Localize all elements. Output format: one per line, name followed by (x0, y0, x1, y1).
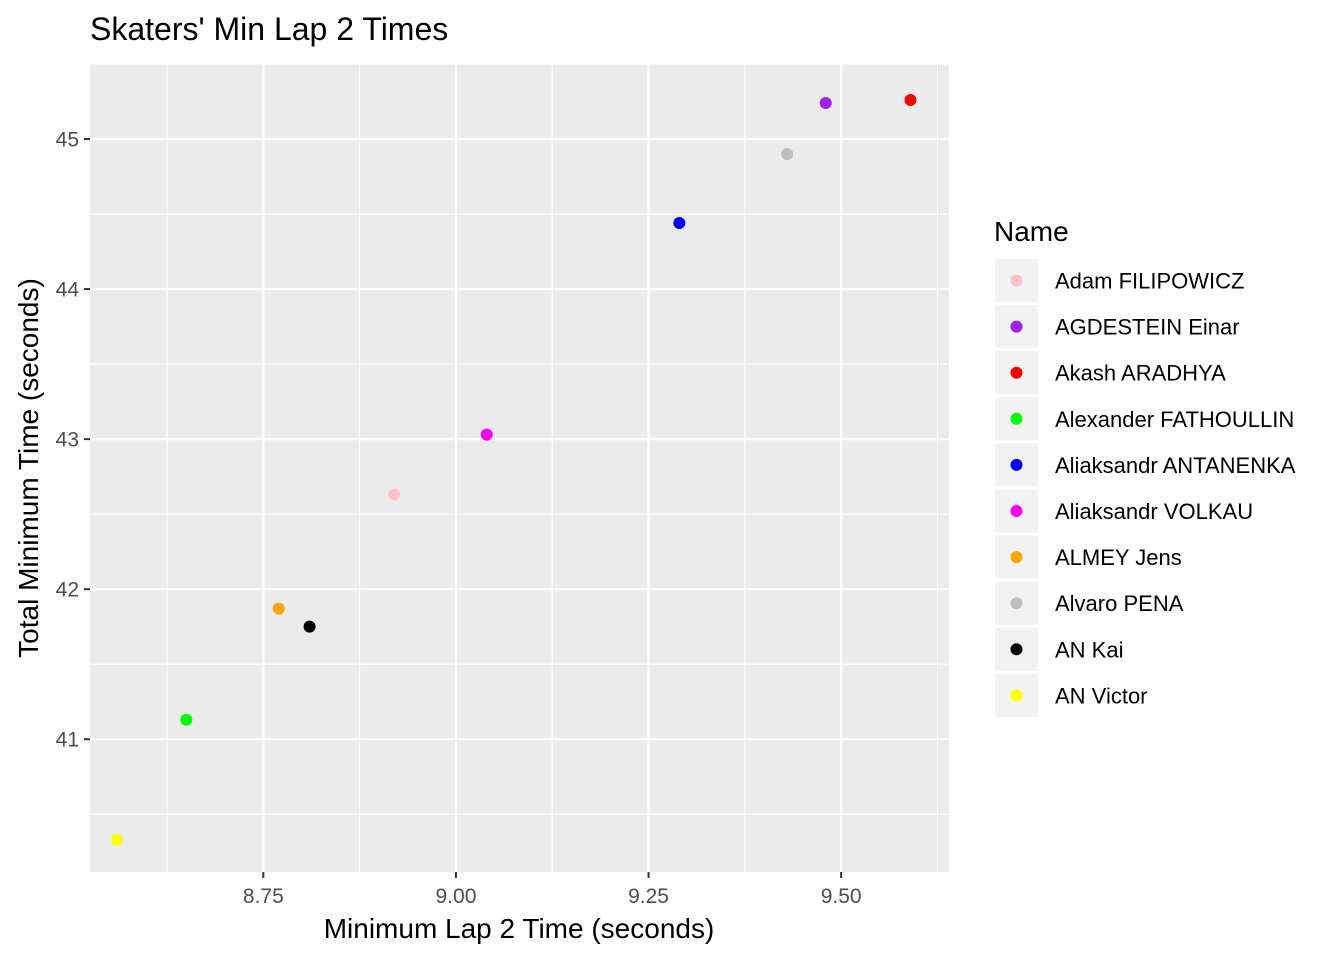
legend-marker (1010, 320, 1023, 333)
data-point-an-victor (110, 833, 123, 846)
y-tick-label: 43 (56, 429, 79, 452)
legend-label: Aliaksandr VOLKAU (1055, 499, 1253, 524)
legend-item-aliaksandr-antanenka: Aliaksandr ANTANENKA (995, 443, 1296, 487)
x-axis-label: Minimum Lap 2 Time (seconds) (324, 913, 715, 944)
x-tick-label: 9.00 (436, 885, 477, 908)
grid-layer (90, 63, 949, 872)
y-tick-label: 42 (56, 579, 79, 602)
data-point-aliaksandr-antanenka (673, 217, 686, 230)
y-axis-label: Total Minimum Time (seconds) (13, 278, 44, 658)
legend-marker (1010, 458, 1023, 471)
chart-title: Skaters' Min Lap 2 Times (90, 11, 448, 47)
legend-label: AN Victor (1055, 683, 1148, 708)
data-point-akash-aradhya (904, 94, 917, 107)
legend-item-an-kai: AN Kai (995, 627, 1123, 671)
legend-marker (1010, 643, 1023, 656)
legend-item-alexander-fathoullin: Alexander FATHOULLIN (995, 397, 1294, 441)
legend-items: Adam FILIPOWICZ AGDESTEIN Einar Akash ARAD… (995, 259, 1296, 717)
data-point-alvaro-pena (781, 148, 794, 161)
data-point-an-kai (303, 620, 316, 633)
legend: Name Adam FILIPOWICZ AGDESTEIN Einar Akash… (994, 216, 1296, 717)
legend-item-adam-filipowicz: Adam FILIPOWICZ (995, 259, 1244, 302)
legend-marker (1010, 366, 1023, 379)
plot-panel (90, 64, 949, 872)
x-tick-label: 9.50 (821, 885, 862, 908)
y-tick-label: 41 (56, 729, 79, 752)
legend-label: ALMEY Jens (1055, 545, 1182, 570)
legend-label: Adam FILIPOWICZ (1055, 269, 1244, 294)
legend-marker (1010, 412, 1023, 425)
legend-marker (1010, 505, 1023, 517)
y-tick-label: 45 (56, 129, 79, 152)
legend-marker (1010, 689, 1023, 702)
data-point-aliaksandr-volkau (480, 428, 493, 441)
legend-label: Alexander FATHOULLIN (1055, 407, 1294, 432)
legend-item-alvaro-pena: Alvaro PENA (995, 581, 1184, 625)
y-tick-label: 44 (56, 279, 80, 302)
axis-layer: 8.75 9.00 9.25 9.50 41 42 43 44 45 (56, 129, 862, 908)
legend-item-almey-jens: ALMEY Jens (995, 535, 1182, 579)
data-point-adam-filipowicz (388, 488, 401, 501)
legend-item-an-victor: AN Victor (995, 673, 1148, 717)
legend-item-aliaksandr-volkau: Aliaksandr VOLKAU (995, 489, 1253, 533)
legend-label: AN Kai (1055, 637, 1123, 662)
legend-item-akash-aradhya: Akash ARADHYA (995, 351, 1226, 395)
data-point-agdestein-einar (819, 97, 832, 110)
legend-marker (1010, 597, 1023, 610)
legend-label: Akash ARADHYA (1055, 361, 1226, 386)
data-point-alexander-fathoullin (180, 713, 193, 726)
legend-label: Alvaro PENA (1055, 591, 1184, 616)
points-layer (110, 94, 917, 846)
x-tick-label: 9.25 (628, 885, 669, 908)
legend-title: Name (994, 216, 1069, 247)
legend-marker (1010, 551, 1023, 564)
legend-item-agdestein-einar: AGDESTEIN Einar (995, 305, 1240, 349)
legend-label: Aliaksandr ANTANENKA (1055, 453, 1296, 478)
x-tick-label: 8.75 (243, 885, 284, 908)
legend-label: AGDESTEIN Einar (1055, 315, 1240, 340)
data-point-almey-jens (272, 602, 285, 615)
legend-marker (1010, 274, 1023, 287)
